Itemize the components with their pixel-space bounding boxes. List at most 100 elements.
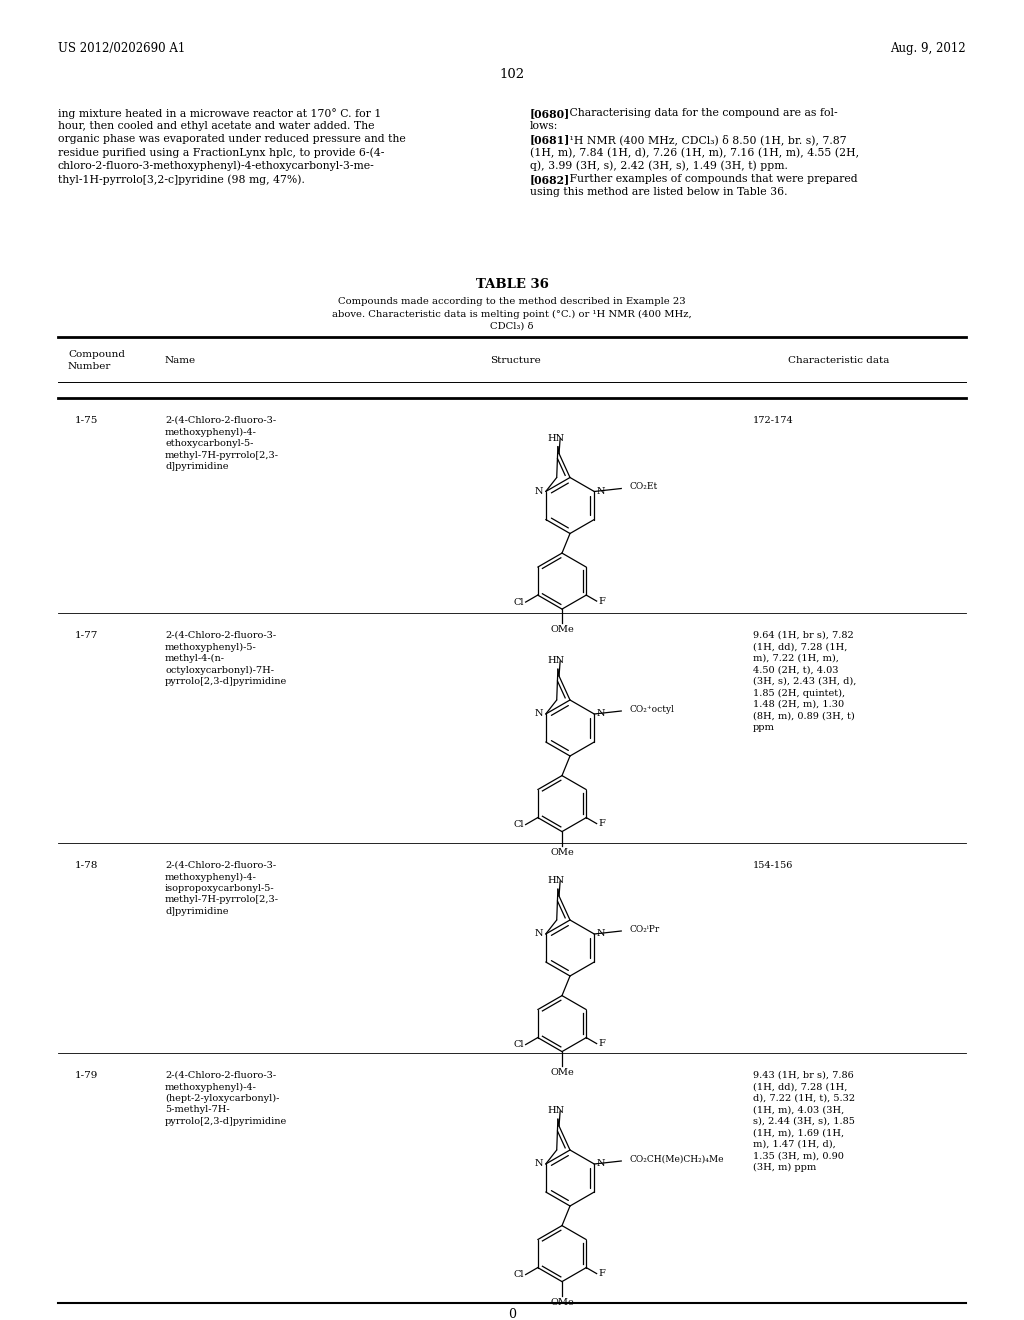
Text: chloro-2-fluoro-3-methoxyphenyl)-4-ethoxycarbonyl-3-me-: chloro-2-fluoro-3-methoxyphenyl)-4-ethox… (58, 161, 375, 172)
Text: m), 1.47 (1H, d),: m), 1.47 (1H, d), (753, 1140, 836, 1148)
Text: F: F (599, 1269, 605, 1278)
Text: Name: Name (165, 356, 197, 366)
Text: N: N (535, 1159, 543, 1168)
Text: (3H, m) ppm: (3H, m) ppm (753, 1163, 816, 1172)
Text: Characteristic data: Characteristic data (788, 356, 890, 366)
Text: using this method are listed below in Table 36.: using this method are listed below in Ta… (530, 187, 787, 197)
Text: US 2012/0202690 A1: US 2012/0202690 A1 (58, 42, 185, 55)
Text: CO₂ⁱPr: CO₂ⁱPr (630, 924, 659, 933)
Text: (1H, m), 7.84 (1H, d), 7.26 (1H, m), 7.16 (1H, m), 4.55 (2H,: (1H, m), 7.84 (1H, d), 7.26 (1H, m), 7.1… (530, 148, 859, 158)
Text: pyrrolo[2,3-d]pyrimidine: pyrrolo[2,3-d]pyrimidine (165, 1117, 288, 1126)
Text: 2-(4-Chloro-2-fluoro-3-: 2-(4-Chloro-2-fluoro-3- (165, 416, 276, 425)
Text: (hept-2-yloxycarbonyl)-: (hept-2-yloxycarbonyl)- (165, 1094, 280, 1104)
Text: Aug. 9, 2012: Aug. 9, 2012 (891, 42, 966, 55)
Text: thyl-1H-pyrrolo[3,2-c]pyridine (98 mg, 47%).: thyl-1H-pyrrolo[3,2-c]pyridine (98 mg, 4… (58, 174, 305, 185)
Text: methyl-4-(n-: methyl-4-(n- (165, 653, 225, 663)
Text: Cl: Cl (513, 1040, 523, 1049)
Text: N: N (535, 710, 543, 718)
Text: CO₂CH(Me)CH₂)₄Me: CO₂CH(Me)CH₂)₄Me (630, 1155, 724, 1163)
Text: F: F (599, 820, 605, 828)
Text: OMe: OMe (550, 847, 573, 857)
Text: 1-75: 1-75 (75, 416, 97, 425)
Text: (1H, dd), 7.28 (1H,: (1H, dd), 7.28 (1H, (753, 1082, 848, 1092)
Text: organic phase was evaporated under reduced pressure and the: organic phase was evaporated under reduc… (58, 135, 406, 144)
Text: N: N (596, 710, 605, 718)
Text: residue purified using a FractionLynx hplc, to provide 6-(4-: residue purified using a FractionLynx hp… (58, 148, 384, 158)
Text: OMe: OMe (550, 626, 573, 634)
Text: F: F (599, 597, 605, 606)
Text: 0: 0 (508, 1308, 516, 1320)
Text: CDCl₃) δ: CDCl₃) δ (490, 322, 534, 331)
Text: 1-77: 1-77 (75, 631, 97, 640)
Text: (8H, m), 0.89 (3H, t): (8H, m), 0.89 (3H, t) (753, 711, 855, 721)
Text: methyl-7H-pyrrolo[2,3-: methyl-7H-pyrrolo[2,3- (165, 895, 279, 904)
Text: Structure: Structure (490, 356, 541, 366)
Text: 2-(4-Chloro-2-fluoro-3-: 2-(4-Chloro-2-fluoro-3- (165, 631, 276, 640)
Text: N: N (596, 487, 605, 496)
Text: 154-156: 154-156 (753, 861, 794, 870)
Text: Further examples of compounds that were prepared: Further examples of compounds that were … (559, 174, 858, 183)
Text: [0682]: [0682] (530, 174, 570, 185)
Text: methoxyphenyl)-4-: methoxyphenyl)-4- (165, 873, 257, 882)
Text: [0681]: [0681] (530, 135, 570, 145)
Text: 1-79: 1-79 (75, 1071, 97, 1080)
Text: methoxyphenyl)-5-: methoxyphenyl)-5- (165, 643, 257, 652)
Text: TABLE 36: TABLE 36 (475, 279, 549, 290)
Text: ¹H NMR (400 MHz, CDCl₃) δ 8.50 (1H, br. s), 7.87: ¹H NMR (400 MHz, CDCl₃) δ 8.50 (1H, br. … (559, 135, 847, 145)
Text: N: N (596, 1159, 605, 1168)
Text: Compound: Compound (68, 350, 125, 359)
Text: ing mixture heated in a microwave reactor at 170° C. for 1: ing mixture heated in a microwave reacto… (58, 108, 381, 119)
Text: N: N (596, 929, 605, 939)
Text: ppm: ppm (753, 723, 775, 733)
Text: (3H, s), 2.43 (3H, d),: (3H, s), 2.43 (3H, d), (753, 677, 856, 686)
Text: F: F (599, 1039, 605, 1048)
Text: (1H, m), 4.03 (3H,: (1H, m), 4.03 (3H, (753, 1106, 844, 1114)
Text: CO₂Et: CO₂Et (630, 482, 657, 491)
Text: OMe: OMe (550, 1068, 573, 1077)
Text: 172-174: 172-174 (753, 416, 794, 425)
Text: HN: HN (547, 656, 564, 665)
Text: Number: Number (68, 362, 112, 371)
Text: Cl: Cl (513, 820, 523, 829)
Text: m), 7.22 (1H, m),: m), 7.22 (1H, m), (753, 653, 839, 663)
Text: 2-(4-Chloro-2-fluoro-3-: 2-(4-Chloro-2-fluoro-3- (165, 861, 276, 870)
Text: CO₂⁺octyl: CO₂⁺octyl (630, 705, 674, 714)
Text: HN: HN (547, 1106, 564, 1115)
Text: d]pyrimidine: d]pyrimidine (165, 907, 228, 916)
Text: (1H, m), 1.69 (1H,: (1H, m), 1.69 (1H, (753, 1129, 844, 1138)
Text: 1.85 (2H, quintet),: 1.85 (2H, quintet), (753, 689, 845, 698)
Text: ethoxycarbonyl-5-: ethoxycarbonyl-5- (165, 440, 253, 447)
Text: HN: HN (547, 433, 564, 442)
Text: Cl: Cl (513, 1270, 523, 1279)
Text: octyloxycarbonyl)-7H-: octyloxycarbonyl)-7H- (165, 665, 274, 675)
Text: Characterising data for the compound are as fol-: Characterising data for the compound are… (559, 108, 838, 117)
Text: HN: HN (547, 876, 564, 884)
Text: pyrrolo[2,3-d]pyrimidine: pyrrolo[2,3-d]pyrimidine (165, 677, 288, 686)
Text: 2-(4-Chloro-2-fluoro-3-: 2-(4-Chloro-2-fluoro-3- (165, 1071, 276, 1080)
Text: s), 2.44 (3H, s), 1.85: s), 2.44 (3H, s), 1.85 (753, 1117, 855, 1126)
Text: [0680]: [0680] (530, 108, 570, 119)
Text: hour, then cooled and ethyl acetate and water added. The: hour, then cooled and ethyl acetate and … (58, 121, 375, 131)
Text: 9.43 (1H, br s), 7.86: 9.43 (1H, br s), 7.86 (753, 1071, 854, 1080)
Text: 1.35 (3H, m), 0.90: 1.35 (3H, m), 0.90 (753, 1151, 844, 1160)
Text: above. Characteristic data is melting point (°C.) or ¹H NMR (400 MHz,: above. Characteristic data is melting po… (332, 309, 692, 318)
Text: 1-78: 1-78 (75, 861, 97, 870)
Text: Compounds made according to the method described in Example 23: Compounds made according to the method d… (338, 297, 686, 306)
Text: q), 3.99 (3H, s), 2.42 (3H, s), 1.49 (3H, t) ppm.: q), 3.99 (3H, s), 2.42 (3H, s), 1.49 (3H… (530, 161, 787, 172)
Text: d), 7.22 (1H, t), 5.32: d), 7.22 (1H, t), 5.32 (753, 1094, 855, 1104)
Text: N: N (535, 487, 543, 496)
Text: 1.48 (2H, m), 1.30: 1.48 (2H, m), 1.30 (753, 700, 844, 709)
Text: d]pyrimidine: d]pyrimidine (165, 462, 228, 471)
Text: methoxyphenyl)-4-: methoxyphenyl)-4- (165, 428, 257, 437)
Text: Cl: Cl (513, 598, 523, 607)
Text: 9.64 (1H, br s), 7.82: 9.64 (1H, br s), 7.82 (753, 631, 854, 640)
Text: lows:: lows: (530, 121, 558, 131)
Text: methyl-7H-pyrrolo[2,3-: methyl-7H-pyrrolo[2,3- (165, 450, 279, 459)
Text: OMe: OMe (550, 1298, 573, 1307)
Text: 5-methyl-7H-: 5-methyl-7H- (165, 1106, 229, 1114)
Text: 4.50 (2H, t), 4.03: 4.50 (2H, t), 4.03 (753, 665, 839, 675)
Text: 102: 102 (500, 69, 524, 81)
Text: (1H, dd), 7.28 (1H,: (1H, dd), 7.28 (1H, (753, 643, 848, 652)
Text: N: N (535, 929, 543, 939)
Text: methoxyphenyl)-4-: methoxyphenyl)-4- (165, 1082, 257, 1092)
